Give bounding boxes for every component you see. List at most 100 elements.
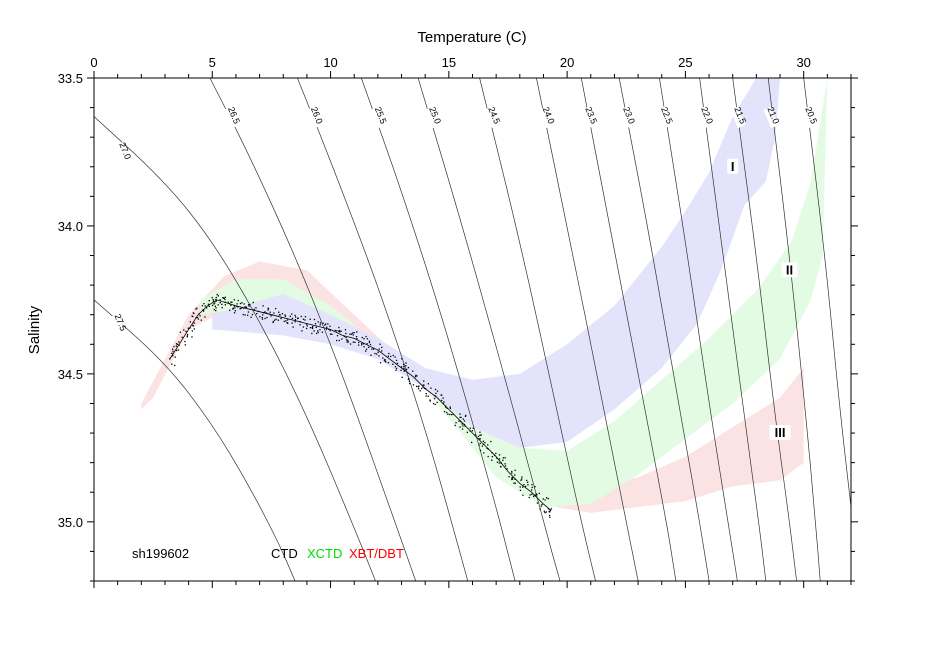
ctd-point (272, 321, 274, 324)
ctd-point (381, 346, 383, 349)
ctd-point (447, 413, 449, 415)
ctd-point (367, 346, 370, 348)
ctd-point (479, 438, 481, 440)
x-tick-label: 20 (560, 55, 574, 70)
ctd-point (442, 397, 444, 399)
envelope-i (212, 78, 781, 448)
ctd-point (208, 300, 210, 302)
ctd-point (531, 486, 533, 489)
ctd-point (248, 304, 250, 306)
ctd-point (484, 442, 486, 444)
ctd-point (269, 311, 271, 313)
ctd-point (267, 309, 269, 311)
ctd-point (192, 312, 194, 314)
ctd-point (544, 512, 546, 514)
ctd-point (211, 304, 214, 307)
ctd-point (211, 296, 213, 299)
ctd-point (502, 459, 504, 461)
ctd-point (535, 493, 537, 495)
ctd-point (549, 509, 552, 512)
region-label-i: I (731, 159, 735, 174)
ctd-point (496, 461, 499, 463)
ctd-point (274, 319, 276, 321)
ctd-point (479, 449, 482, 452)
isopycnal-label-bg (730, 106, 746, 129)
ctd-point (425, 393, 427, 395)
ctd-point (362, 343, 365, 345)
ctd-point (443, 401, 445, 403)
ctd-point (502, 457, 504, 459)
ctd-point (479, 442, 481, 445)
ctd-point (429, 399, 431, 401)
ctd-point (284, 314, 286, 316)
region-label-iii: III (775, 425, 786, 440)
ctd-point (487, 455, 489, 458)
ctd-point (284, 315, 287, 317)
ctd-point (365, 335, 367, 338)
ctd-point (449, 406, 451, 408)
ctd-point (376, 353, 378, 355)
ctd-point (212, 300, 215, 302)
ctd-point (280, 317, 282, 320)
ctd-point (354, 341, 356, 343)
ctd-point (366, 338, 369, 340)
ctd-point (171, 355, 174, 357)
isopycnal-label-bg (581, 106, 597, 129)
ctd-point (400, 369, 402, 371)
ctd-point (192, 325, 194, 327)
ctd-point (311, 327, 314, 330)
ctd-point (350, 333, 353, 335)
ctd-point (436, 401, 438, 404)
ctd-point (286, 319, 289, 321)
ctd-point (336, 335, 339, 337)
ctd-point (219, 299, 221, 301)
ctd-point (174, 364, 176, 367)
isopycnal-label-bg (538, 106, 554, 129)
ctd-point (423, 384, 425, 386)
ctd-point (365, 348, 368, 350)
ctd-point (322, 322, 324, 324)
isopycnal-label-bg (697, 106, 713, 129)
ctd-point (312, 325, 314, 328)
ctd-point (541, 503, 543, 506)
ctd-point (326, 326, 328, 328)
ctd-point (512, 477, 514, 479)
ctd-trace-line (169, 299, 551, 511)
isopycnal-label-bg (306, 106, 322, 129)
x-tick-label: 30 (796, 55, 810, 70)
ctd-point (379, 343, 381, 345)
ctd-point (416, 375, 418, 377)
ctd-point (233, 312, 236, 314)
ctd-point (465, 414, 467, 417)
ctd-point (203, 310, 205, 312)
ctd-point (421, 387, 423, 390)
x-tick-label: 10 (323, 55, 337, 70)
ctd-point (247, 311, 250, 313)
ctd-point (319, 329, 321, 331)
ctd-point (213, 303, 215, 305)
ctd-point (329, 325, 331, 327)
ctd-point (278, 314, 280, 316)
x-tick-label: 5 (209, 55, 216, 70)
ctd-point (245, 306, 248, 308)
ctd-point (441, 394, 443, 396)
ctd-point (531, 489, 533, 491)
ctd-point (327, 323, 329, 325)
ctd-point (309, 327, 312, 329)
ctd-point (464, 415, 467, 417)
ctd-point (227, 301, 229, 303)
ctd-point (394, 356, 396, 358)
ctd-point (462, 425, 464, 427)
ctd-point (474, 434, 476, 436)
ctd-point (186, 335, 188, 337)
ctd-point (527, 481, 529, 483)
ctd-point (215, 310, 217, 312)
ctd-point (513, 482, 515, 484)
ctd-point (291, 313, 293, 315)
ctd-point (534, 494, 537, 496)
ctd-point (423, 380, 425, 382)
legend-ctd: CTD (271, 546, 298, 561)
ctd-point (184, 340, 186, 343)
